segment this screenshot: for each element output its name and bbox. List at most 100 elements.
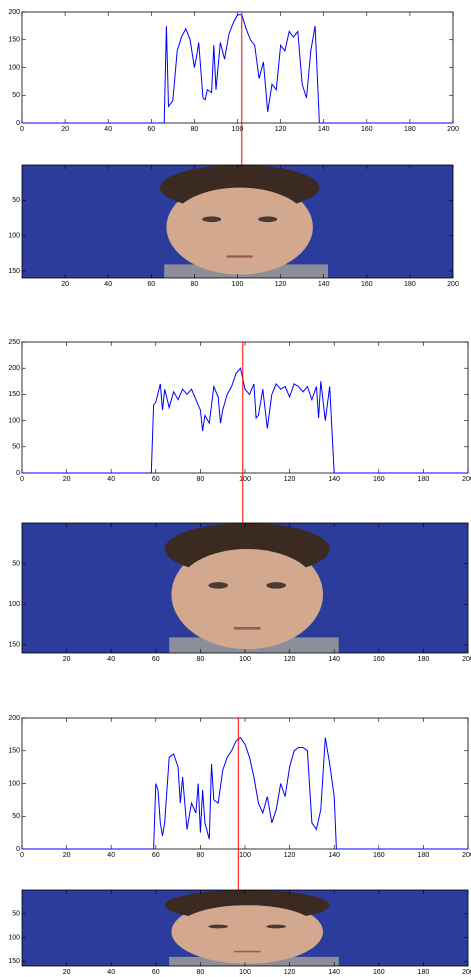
x-tick-label: 200 [462,969,471,976]
x-tick-label: 20 [61,281,69,288]
y-tick-label: 200 [8,365,20,372]
x-tick-label: 160 [373,656,385,663]
x-tick-label: 200 [462,852,471,859]
y-tick-label: 50 [12,911,20,918]
line-series [22,368,468,473]
x-tick-label: 200 [462,656,471,663]
x-tick-label: 20 [63,852,71,859]
y-tick-label: 150 [8,391,20,398]
x-tick-label: 180 [418,656,430,663]
figure: 0204060801001201401601802000501001502002… [0,0,471,977]
y-tick-label: 0 [16,846,20,853]
x-tick-label: 60 [152,476,160,483]
x-tick-label: 120 [284,476,296,483]
y-tick-label: 200 [8,715,20,722]
x-tick-label: 0 [20,852,24,859]
y-tick-label: 50 [12,92,20,99]
x-tick-label: 100 [239,476,251,483]
x-tick-label: 160 [361,126,373,133]
x-tick-label: 120 [284,969,296,976]
x-tick-label: 40 [107,969,115,976]
x-tick-label: 180 [404,281,416,288]
x-tick-label: 20 [63,476,71,483]
eye [208,925,228,929]
eye [202,216,221,222]
x-tick-label: 100 [239,852,251,859]
y-tick-label: 50 [12,560,20,567]
y-tick-label: 100 [8,417,20,424]
x-tick-label: 40 [104,281,112,288]
x-tick-label: 80 [191,126,199,133]
x-tick-label: 60 [152,969,160,976]
y-tick-label: 150 [8,642,20,649]
x-tick-label: 180 [418,476,430,483]
eye [258,216,277,222]
y-tick-label: 50 [12,197,20,204]
x-tick-label: 0 [20,126,24,133]
mouth [227,255,253,257]
x-tick-label: 40 [107,656,115,663]
x-tick-label: 140 [328,969,340,976]
x-tick-label: 60 [152,656,160,663]
x-tick-label: 180 [418,852,430,859]
x-tick-label: 100 [232,281,244,288]
y-tick-label: 150 [8,268,20,275]
x-tick-label: 140 [328,476,340,483]
x-tick-label: 140 [328,852,340,859]
axes-box [22,342,468,473]
x-tick-label: 160 [373,476,385,483]
x-tick-label: 140 [328,656,340,663]
y-tick-label: 100 [8,780,20,787]
x-tick-label: 60 [147,126,155,133]
x-tick-label: 60 [152,852,160,859]
x-tick-label: 200 [447,281,459,288]
face-upper [178,905,316,951]
x-tick-label: 80 [197,852,205,859]
x-tick-label: 180 [418,969,430,976]
x-tick-label: 100 [239,656,251,663]
x-tick-label: 20 [63,969,71,976]
x-tick-label: 140 [318,126,330,133]
x-tick-label: 40 [104,126,112,133]
x-tick-label: 80 [191,281,199,288]
eye [208,582,228,589]
x-tick-label: 160 [373,969,385,976]
x-tick-label: 120 [275,126,287,133]
y-tick-label: 150 [8,748,20,755]
y-tick-label: 100 [8,934,20,941]
x-tick-label: 20 [63,656,71,663]
x-tick-label: 40 [107,476,115,483]
line-series [22,15,453,123]
face-upper [178,549,316,627]
axes-box [22,12,453,123]
face-upper [173,188,307,256]
x-tick-label: 80 [197,476,205,483]
x-tick-label: 180 [404,126,416,133]
x-tick-label: 160 [361,281,373,288]
x-tick-label: 120 [275,281,287,288]
x-tick-label: 60 [147,281,155,288]
x-tick-label: 200 [462,476,471,483]
x-tick-label: 140 [318,281,330,288]
x-tick-label: 120 [284,656,296,663]
y-tick-label: 100 [8,601,20,608]
mouth [234,951,261,953]
x-tick-label: 120 [284,852,296,859]
x-tick-label: 80 [197,656,205,663]
x-tick-label: 200 [447,126,459,133]
x-tick-label: 80 [197,969,205,976]
line-series [22,738,468,849]
mouth [234,627,261,630]
y-tick-label: 200 [8,9,20,16]
y-tick-label: 50 [12,444,20,451]
y-tick-label: 250 [8,339,20,346]
x-tick-label: 20 [61,126,69,133]
x-tick-label: 100 [239,969,251,976]
x-tick-label: 0 [20,476,24,483]
y-tick-label: 100 [8,64,20,71]
y-tick-label: 100 [8,232,20,239]
axes-box [22,718,468,849]
x-tick-label: 40 [107,852,115,859]
y-tick-label: 150 [8,37,20,44]
y-tick-label: 0 [16,470,20,477]
